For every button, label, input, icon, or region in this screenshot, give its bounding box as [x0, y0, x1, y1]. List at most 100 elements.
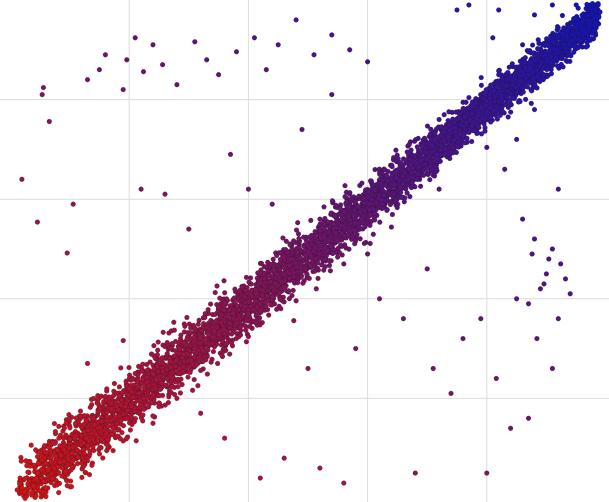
data-point	[119, 397, 125, 403]
data-point	[295, 280, 301, 286]
data-point	[457, 115, 463, 122]
data-point	[360, 195, 366, 202]
data-point	[290, 287, 296, 294]
data-point	[308, 263, 314, 269]
data-point	[181, 321, 187, 327]
data-point	[175, 384, 181, 390]
data-point	[190, 387, 196, 393]
data-point	[270, 256, 276, 262]
data-point	[321, 267, 327, 273]
data-point	[49, 476, 56, 482]
data-point	[104, 418, 110, 424]
data-point	[254, 304, 260, 310]
data-point	[344, 199, 350, 205]
data-point	[48, 454, 54, 460]
data-point	[367, 200, 373, 207]
data-point	[199, 328, 205, 334]
data-point	[543, 36, 550, 42]
data-point	[560, 64, 566, 70]
data-point	[118, 365, 124, 371]
data-point	[414, 144, 420, 150]
data-point	[541, 41, 547, 47]
data-point	[550, 39, 556, 45]
data-point	[271, 267, 277, 273]
data-point	[465, 105, 471, 111]
data-point	[339, 230, 345, 236]
data-point	[348, 196, 355, 202]
data-point	[424, 123, 431, 129]
data-point	[201, 321, 207, 327]
data-point	[318, 243, 324, 249]
data-point	[90, 395, 97, 402]
data-point	[545, 72, 551, 79]
data-point	[97, 406, 103, 412]
data-point	[230, 310, 236, 316]
data-point	[462, 114, 468, 120]
data-point	[558, 55, 565, 62]
data-point	[457, 110, 463, 117]
data-point	[150, 413, 156, 419]
data-point	[243, 339, 250, 345]
data-point	[166, 394, 172, 400]
data-point	[167, 359, 173, 365]
data-point	[64, 483, 70, 489]
data-point	[205, 307, 211, 313]
data-point	[333, 225, 339, 231]
data-point	[469, 110, 476, 117]
data-point	[397, 165, 403, 171]
data-point	[43, 493, 49, 500]
data-point	[418, 147, 424, 154]
data-point	[327, 268, 334, 274]
data-point	[74, 447, 81, 453]
data-point	[159, 355, 165, 361]
data-point	[430, 154, 436, 161]
data-point	[338, 206, 344, 212]
data-point	[50, 440, 56, 446]
data-point	[51, 465, 57, 472]
data-point	[473, 100, 479, 106]
data-point	[160, 329, 166, 335]
data-point	[482, 128, 488, 134]
data-point	[87, 404, 93, 410]
data-point	[210, 349, 217, 355]
data-point	[83, 435, 89, 442]
data-point	[294, 250, 300, 256]
data-point	[222, 290, 228, 296]
data-point	[286, 275, 293, 281]
data-point	[116, 426, 122, 433]
data-point	[536, 40, 542, 46]
data-point	[402, 157, 408, 163]
data-point	[185, 374, 191, 380]
data-point	[493, 112, 499, 119]
data-point	[56, 423, 62, 430]
data-point	[535, 45, 541, 52]
data-point	[537, 63, 543, 69]
data-point	[480, 95, 486, 102]
data-point	[530, 50, 536, 56]
data-point	[366, 189, 372, 196]
data-point	[316, 251, 322, 257]
data-point	[172, 391, 178, 398]
data-point	[187, 330, 193, 336]
data-point	[63, 420, 69, 426]
data-point	[356, 193, 362, 199]
data-point	[564, 36, 571, 43]
data-point	[147, 359, 153, 365]
data-point	[63, 468, 69, 474]
data-point	[224, 340, 230, 346]
data-point	[297, 255, 304, 261]
data-point	[56, 435, 62, 441]
data-point	[97, 444, 103, 451]
data-point	[321, 204, 327, 210]
data-point	[231, 295, 237, 301]
data-point	[361, 240, 367, 247]
data-point	[367, 222, 373, 229]
data-point	[227, 320, 233, 326]
data-point	[296, 236, 302, 242]
data-point	[148, 400, 154, 406]
data-point	[61, 447, 67, 453]
data-point	[328, 243, 334, 249]
data-point	[266, 273, 272, 279]
data-point	[140, 412, 146, 418]
data-point	[367, 240, 373, 247]
